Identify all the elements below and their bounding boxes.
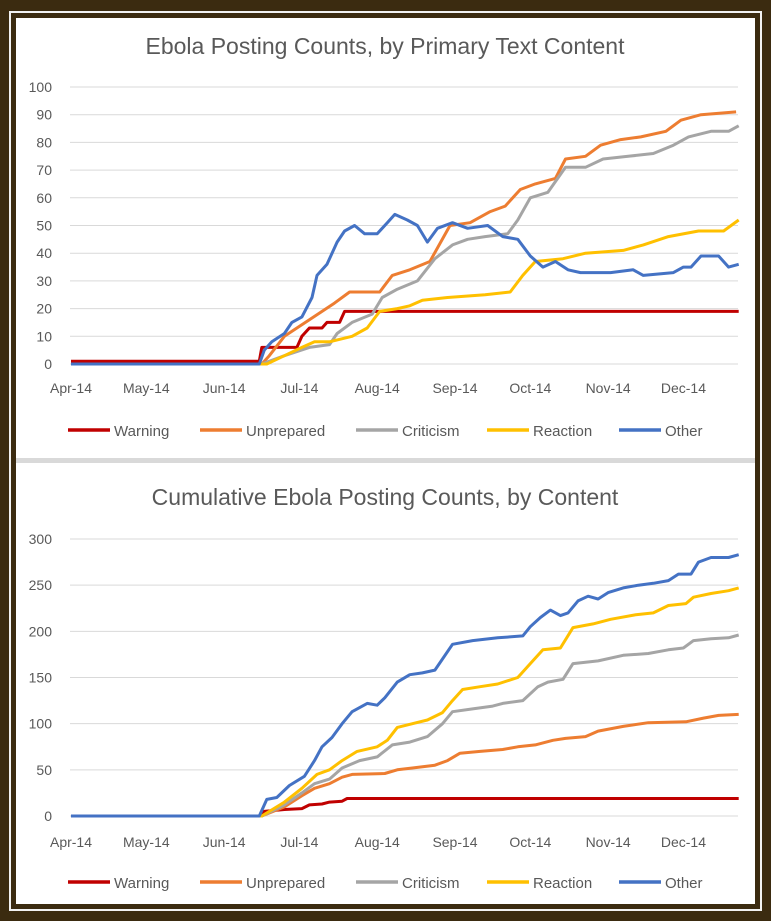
x-tick-label: Aug-14 (355, 380, 400, 396)
x-tick-label: Sep-14 (432, 834, 477, 850)
y-tick-label: 50 (36, 218, 52, 234)
chart-separator (16, 458, 755, 463)
legend-label: Other (665, 875, 703, 892)
y-tick-label: 80 (36, 134, 52, 150)
series-line-warning (71, 309, 739, 363)
series-line-reaction (71, 586, 740, 818)
legend-label: Unprepared (246, 423, 325, 440)
y-tick-label: 100 (29, 79, 53, 95)
legend-label: Warning (114, 423, 169, 440)
legend-label: Warning (114, 875, 169, 892)
series-line-criticism (71, 124, 740, 366)
x-tick-label: Nov-14 (586, 380, 631, 396)
y-tick-label: 0 (44, 808, 52, 824)
daily-posting-chart: Ebola Posting Counts, by Primary Text Co… (29, 33, 740, 440)
y-tick-label: 150 (29, 670, 53, 686)
y-tick-label: 60 (36, 190, 52, 206)
x-tick-label: Dec-14 (661, 380, 706, 396)
y-tick-label: 50 (36, 762, 52, 778)
chart-title: Cumulative Ebola Posting Counts, by Cont… (152, 484, 619, 510)
series-line-reaction (71, 218, 740, 366)
y-tick-label: 250 (29, 577, 53, 593)
x-tick-label: Jul-14 (280, 380, 318, 396)
chart-title: Ebola Posting Counts, by Primary Text Co… (146, 33, 626, 59)
legend-label: Unprepared (246, 875, 325, 892)
y-tick-label: 70 (36, 162, 52, 178)
x-tick-label: Sep-14 (432, 380, 477, 396)
y-tick-label: 90 (36, 107, 52, 123)
x-tick-label: Jul-14 (280, 834, 318, 850)
series-line-unprepared (71, 712, 739, 818)
y-tick-label: 30 (36, 273, 52, 289)
x-tick-label: Nov-14 (586, 834, 631, 850)
x-tick-label: Oct-14 (509, 380, 551, 396)
x-tick-label: Dec-14 (661, 834, 706, 850)
legend-label: Reaction (533, 875, 592, 892)
y-tick-label: 20 (36, 301, 52, 317)
x-tick-label: Jun-14 (203, 834, 246, 850)
series-line-unprepared (71, 110, 737, 366)
legend-label: Criticism (402, 875, 460, 892)
series-line-warning (71, 797, 739, 818)
series-line-other (71, 212, 740, 366)
series-line-criticism (71, 633, 740, 818)
y-tick-label: 0 (44, 356, 52, 372)
y-tick-label: 10 (36, 328, 52, 344)
y-tick-label: 100 (29, 716, 53, 732)
x-tick-label: Oct-14 (509, 834, 551, 850)
x-tick-label: May-14 (123, 834, 170, 850)
y-tick-label: 200 (29, 623, 53, 639)
legend-label: Criticism (402, 423, 460, 440)
y-tick-label: 40 (36, 245, 52, 261)
x-tick-label: May-14 (123, 380, 170, 396)
legend-label: Reaction (533, 423, 592, 440)
y-tick-label: 300 (29, 531, 53, 547)
legend-label: Other (665, 423, 703, 440)
x-tick-label: Apr-14 (50, 380, 92, 396)
cumulative-posting-chart: Cumulative Ebola Posting Counts, by Cont… (29, 484, 740, 892)
series-line-other (71, 553, 740, 818)
x-tick-label: Apr-14 (50, 834, 92, 850)
x-tick-label: Aug-14 (355, 834, 400, 850)
x-tick-label: Jun-14 (203, 380, 246, 396)
